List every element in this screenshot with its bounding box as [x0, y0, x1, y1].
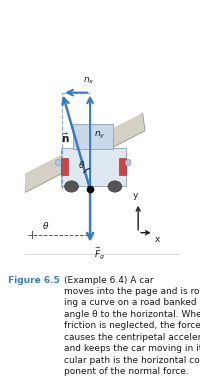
Ellipse shape: [65, 181, 78, 192]
Bar: [119, 158, 126, 175]
Text: $\vec{F}_g$: $\vec{F}_g$: [94, 246, 105, 262]
Text: $\theta$: $\theta$: [42, 220, 50, 231]
Text: x: x: [155, 235, 161, 244]
Text: $n_x$: $n_x$: [83, 75, 94, 86]
Bar: [73, 124, 113, 149]
Bar: [61, 148, 126, 187]
Text: (Example 6.4) A car
moves into the page and is round-
ing a curve on a road bank: (Example 6.4) A car moves into the page …: [64, 276, 200, 376]
Ellipse shape: [108, 181, 122, 192]
Ellipse shape: [55, 159, 61, 166]
Text: $\vec{\mathbf{n}}$: $\vec{\mathbf{n}}$: [61, 131, 70, 145]
Text: y: y: [133, 191, 139, 200]
Text: $\theta$: $\theta$: [78, 159, 85, 170]
Text: Figure 6.5: Figure 6.5: [8, 276, 60, 284]
Ellipse shape: [125, 159, 131, 166]
Text: $n_y$: $n_y$: [94, 130, 105, 140]
Bar: [61, 158, 68, 175]
Polygon shape: [23, 112, 145, 192]
